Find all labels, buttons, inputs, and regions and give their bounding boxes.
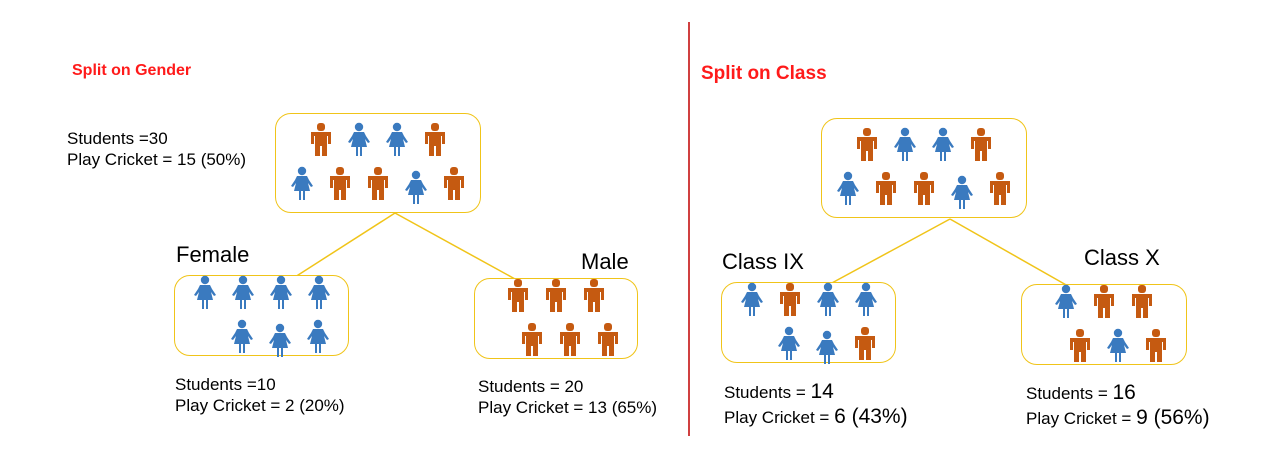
female-person-icon <box>403 170 429 206</box>
class-x-cricket-value: 9 (56%) <box>1136 406 1210 429</box>
male-person-icon <box>519 322 545 358</box>
male-person-icon <box>1067 328 1093 364</box>
female-stats: Students =10 Play Cricket = 2 (20%) <box>175 374 345 416</box>
class-x-students-label: Students = <box>1026 384 1113 403</box>
female-cricket: Play Cricket = 2 (20%) <box>175 396 345 415</box>
male-person-icon <box>505 278 531 314</box>
male-person-icon <box>911 171 937 207</box>
class-ix-cricket: Play Cricket = 6 (43%) <box>724 405 908 430</box>
class-ix-students-value: 14 <box>810 380 834 403</box>
female-person-icon <box>892 127 918 163</box>
node-male <box>474 278 638 359</box>
node-female <box>174 275 349 359</box>
edge-gender-male <box>394 212 516 280</box>
male-person-icon <box>873 171 899 207</box>
male-person-icon <box>557 322 583 358</box>
male-cricket: Play Cricket = 13 (65%) <box>478 398 658 417</box>
edge-class-x <box>949 218 1069 287</box>
female-person-icon <box>306 275 332 311</box>
female-person-icon <box>192 275 218 311</box>
female-person-icon <box>268 275 294 311</box>
male-person-icon <box>581 278 607 314</box>
branch-label-male: Male <box>581 249 629 274</box>
female-students: Students =10 <box>175 375 276 394</box>
male-students: Students = 20 <box>478 377 584 396</box>
female-person-icon <box>1053 284 1079 320</box>
male-person-icon <box>1091 284 1117 320</box>
male-person-icon <box>1143 328 1169 364</box>
male-person-icon <box>968 127 994 163</box>
male-person-icon <box>777 282 803 318</box>
male-person-icon <box>595 322 621 358</box>
female-person-icon <box>229 319 255 355</box>
male-person-icon <box>441 166 467 202</box>
branch-label-class-ix: Class IX <box>722 249 804 274</box>
female-person-icon <box>776 326 802 362</box>
male-person-icon <box>365 166 391 202</box>
female-person-icon <box>949 175 975 211</box>
male-person-icon <box>327 166 353 202</box>
node-class-ix <box>721 282 896 366</box>
class-x-students: Students = 16 <box>1026 381 1210 406</box>
female-person-icon <box>267 323 293 359</box>
female-person-icon <box>230 275 256 311</box>
female-person-icon <box>930 127 956 163</box>
female-person-icon <box>815 282 841 318</box>
male-stats: Students = 20 Play Cricket = 13 (65%) <box>478 376 657 418</box>
female-person-icon <box>739 282 765 318</box>
right-title: Split on Class <box>701 63 827 84</box>
root-stats: Students =30 Play Cricket = 15 (50%) <box>67 128 246 170</box>
male-person-icon <box>543 278 569 314</box>
male-person-icon <box>308 122 334 158</box>
branch-label-class-x: Class X <box>1084 245 1160 270</box>
branch-label-female: Female <box>176 242 250 267</box>
female-person-icon <box>305 319 331 355</box>
class-x-students-value: 16 <box>1112 381 1136 404</box>
root-students: Students =30 <box>67 129 168 148</box>
male-person-icon <box>987 171 1013 207</box>
class-ix-cricket-value: 6 (43%) <box>834 405 908 428</box>
class-x-cricket-label: Play Cricket = <box>1026 409 1137 428</box>
edge-gender-female <box>294 212 396 278</box>
female-person-icon <box>346 122 372 158</box>
class-x-stats: Students = 16 Play Cricket = 9 (56%) <box>1026 381 1210 431</box>
female-person-icon <box>814 330 840 366</box>
female-person-icon <box>1105 328 1131 364</box>
class-ix-students-label: Students = <box>724 383 811 402</box>
male-person-icon <box>1129 284 1155 320</box>
root-node-gender <box>275 113 481 213</box>
male-person-icon <box>854 127 880 163</box>
root-cricket: Play Cricket = 15 (50%) <box>67 150 247 169</box>
class-ix-cricket-label: Play Cricket = <box>724 408 835 427</box>
male-person-icon <box>852 326 878 362</box>
node-class-x <box>1021 284 1187 365</box>
male-person-icon <box>422 122 448 158</box>
class-ix-stats: Students = 14 Play Cricket = 6 (43%) <box>724 380 908 430</box>
edge-class-ix <box>829 218 951 285</box>
left-title: Split on Gender <box>72 62 192 79</box>
female-person-icon <box>835 171 861 207</box>
female-person-icon <box>384 122 410 158</box>
class-ix-students: Students = 14 <box>724 380 908 405</box>
root-node-class <box>821 118 1027 218</box>
female-person-icon <box>853 282 879 318</box>
class-x-cricket: Play Cricket = 9 (56%) <box>1026 406 1210 431</box>
female-person-icon <box>289 166 315 202</box>
